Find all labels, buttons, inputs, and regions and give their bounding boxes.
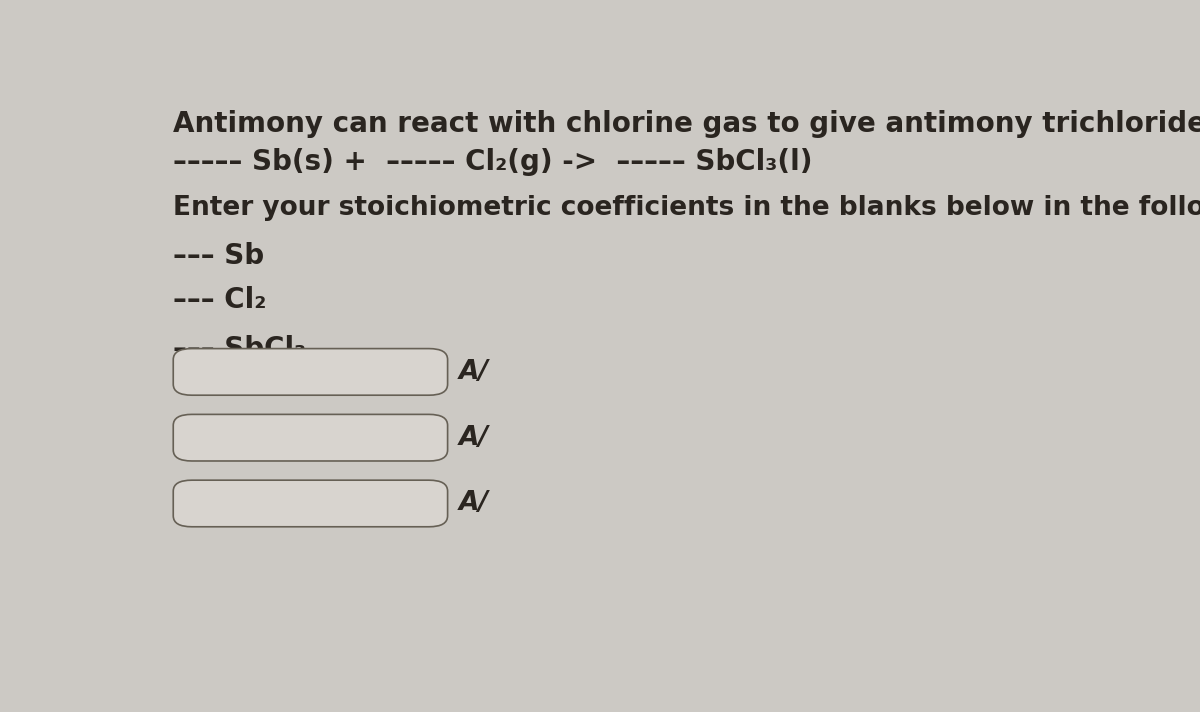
Text: Enter your stoichiometric coefficients in the blanks below in the following orde: Enter your stoichiometric coefficients i… (173, 195, 1200, 221)
Text: ––– Sb: ––– Sb (173, 241, 264, 270)
FancyBboxPatch shape (173, 349, 448, 395)
Text: ––––– Sb(s) +  ––––– Cl₂(g) ->  ––––– SbCl₃(l): ––––– Sb(s) + ––––– Cl₂(g) -> ––––– SbCl… (173, 149, 812, 177)
Text: Antimony can react with chlorine gas to give antimony trichloride.: Antimony can react with chlorine gas to … (173, 110, 1200, 138)
FancyBboxPatch shape (173, 480, 448, 527)
FancyBboxPatch shape (173, 414, 448, 461)
Text: ––– Cl₂: ––– Cl₂ (173, 286, 266, 313)
Text: A/: A/ (458, 491, 488, 516)
Text: A/: A/ (458, 424, 488, 451)
Text: A/: A/ (458, 359, 488, 385)
Text: ––– SbCl₃: ––– SbCl₃ (173, 335, 306, 363)
